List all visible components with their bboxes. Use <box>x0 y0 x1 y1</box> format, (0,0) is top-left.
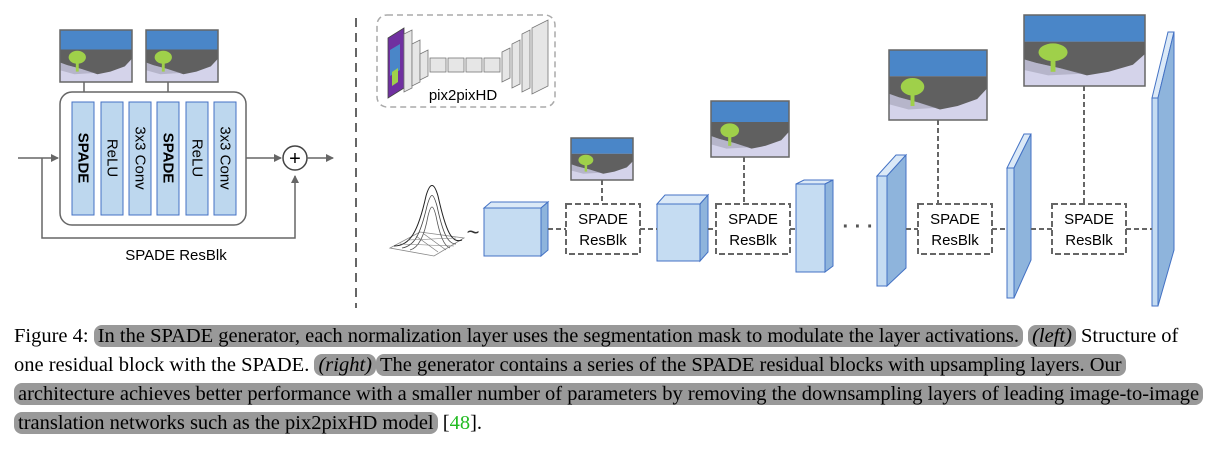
feature-block-3 <box>795 179 834 273</box>
spade-resblk-box-1 <box>565 203 641 255</box>
segmap-scale-2 <box>711 101 789 157</box>
caption-left-text: Structure of one residual block with the… <box>14 325 1179 376</box>
feature-block-1 <box>482 200 550 258</box>
layer-bar-spade-1 <box>71 101 95 216</box>
segmap-frame-2 <box>145 29 219 83</box>
ellipsis: · · · <box>842 216 873 238</box>
layer-label-relu-2: ReLU <box>189 139 206 177</box>
segmap-scale-3-frame <box>888 49 988 121</box>
layer-bar-spade-2 <box>156 101 180 216</box>
spade-resblk-3-line1: SPADE <box>930 211 980 228</box>
layer-label-conv-1: 3x3 Conv <box>132 126 149 190</box>
layer-bar-relu-1 <box>100 101 124 216</box>
layer-label-relu-1: ReLU <box>104 139 121 177</box>
segmap-input-2 <box>146 30 218 82</box>
layer-label-spade-2: SPADE <box>160 133 177 184</box>
figure-number: Figure 4: <box>14 325 89 347</box>
spade-resblk-3-line2: ResBlk <box>931 232 979 249</box>
spade-resblk-box-3 <box>917 203 993 255</box>
figure-caption: Figure 4: In the SPADE generator, each n… <box>14 322 1209 438</box>
spade-resblk-1-line2: ResBlk <box>579 232 627 249</box>
caption-ref-link[interactable]: 48 <box>449 412 471 434</box>
spade-resblk-1-line1: SPADE <box>578 211 628 228</box>
layer-bar-relu-2 <box>185 101 209 216</box>
segmap-scale-2-frame <box>710 100 790 158</box>
caption-ref-close: ]. <box>470 412 483 434</box>
layer-label-spade-1: SPADE <box>75 133 92 184</box>
spade-resblk-4-line1: SPADE <box>1064 211 1114 228</box>
segmap-frame-1 <box>59 29 133 83</box>
feature-block-4 <box>875 153 908 288</box>
spade-resblk-4-line2: ResBlk <box>1065 232 1113 249</box>
layer-bar-conv-1 <box>128 101 152 216</box>
caption-left-tag: (left) <box>1028 325 1076 347</box>
feature-block-6 <box>1151 31 1175 307</box>
spade-resblk-2-line1: SPADE <box>728 211 778 228</box>
layer-bar-conv-2 <box>213 101 237 216</box>
add-symbol: + <box>289 148 301 170</box>
segmap-scale-4 <box>1024 15 1145 86</box>
segmap-scale-3 <box>889 50 987 120</box>
caption-right-tag: (right) <box>314 354 376 376</box>
segmap-input-1 <box>60 30 132 82</box>
left-panel: SPADE ReLU 3x3 Conv SPADE ReLU 3x3 Conv … <box>18 29 334 264</box>
segmap-scale-4-frame <box>1023 14 1146 87</box>
sampling-tilde: ~ <box>467 220 480 245</box>
segmap-scale-1-frame <box>570 137 634 181</box>
segmap-scale-1 <box>571 138 633 180</box>
resblk-caption: SPADE ResBlk <box>125 247 227 264</box>
spade-resblk-2-line2: ResBlk <box>729 232 777 249</box>
feature-block-2 <box>655 193 710 263</box>
pix2pixhd-label: pix2pixHD <box>429 87 498 104</box>
caption-ref-open: [ <box>442 412 450 434</box>
spade-resblk-box-4 <box>1051 203 1127 255</box>
flow-connectors <box>548 86 1152 230</box>
layer-label-conv-2: 3x3 Conv <box>217 126 234 190</box>
caption-sentence-1: In the SPADE generator, each normalizati… <box>93 325 1023 347</box>
resblk-layers: SPADE ReLU 3x3 Conv SPADE ReLU 3x3 Conv <box>71 101 237 216</box>
pix2pixhd-network-icon <box>387 19 549 99</box>
spade-architecture-diagram: SPADE ReLU 3x3 Conv SPADE ReLU 3x3 Conv … <box>18 14 1175 308</box>
spade-resblk-box-2 <box>715 203 791 255</box>
right-panel: pix2pixHD ~ <box>376 14 1175 307</box>
gaussian-noise-icon <box>388 185 466 257</box>
skip-connection <box>41 158 299 239</box>
feature-block-5 <box>1006 133 1032 299</box>
